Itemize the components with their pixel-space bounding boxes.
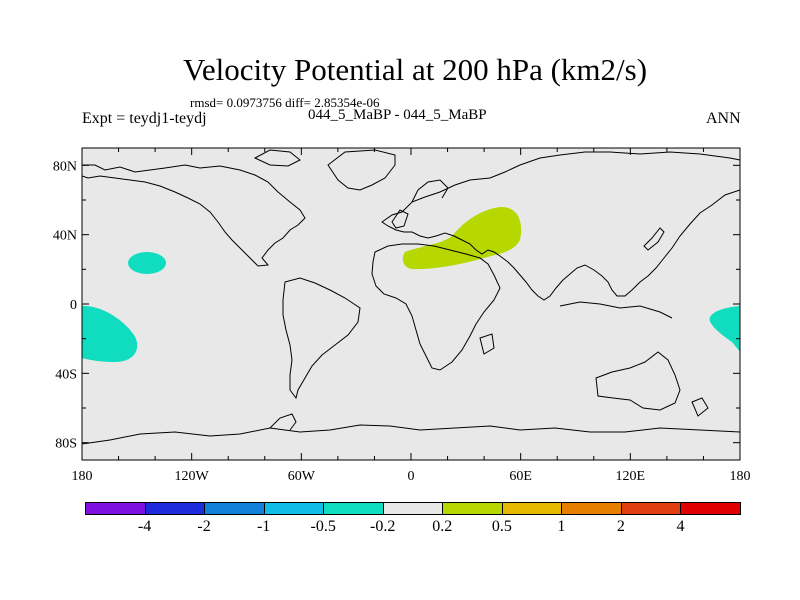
y-tick-label: 0 — [70, 298, 77, 313]
y-tick-label: 80N — [53, 159, 77, 174]
colorbar-swatch — [204, 502, 265, 515]
season-label: ANN — [706, 110, 741, 127]
x-tick-label: 60E — [509, 469, 532, 484]
colorbar-swatch — [144, 502, 206, 515]
colorbar-label: 0.5 — [491, 518, 512, 535]
coast-japan — [643, 227, 665, 251]
y-tick-label: 40N — [53, 229, 77, 244]
colorbar-swatch — [620, 502, 682, 515]
y-tick-label: 80S — [55, 437, 77, 452]
x-tick-label: 120E — [616, 469, 646, 484]
colorbar-label: 4 — [676, 518, 685, 535]
middle-east-positive — [402, 206, 522, 270]
x-tick-label: 180 — [730, 469, 751, 484]
south-pacific-negative-east — [709, 306, 740, 352]
coast-scandinavia — [411, 179, 449, 203]
colorbar-label: -0.5 — [310, 518, 336, 535]
colorbar-swatch — [263, 502, 325, 515]
coast-south-america — [282, 277, 361, 400]
colorbar-label: -2 — [197, 518, 211, 535]
rmsd-diff-stats: rmsd= 0.0973756 diff= 2.85354e-06 — [190, 95, 380, 110]
colorbar-swatch — [382, 502, 444, 515]
anomaly-fields — [82, 206, 740, 362]
south-pacific-negative-west — [82, 305, 138, 362]
coast-british-isles — [391, 209, 409, 229]
colorbar-label: 0.2 — [432, 518, 453, 535]
colorbar-label: -1 — [256, 518, 271, 535]
colorbar-label: 1 — [557, 518, 566, 535]
colorbar-swatch — [85, 502, 146, 515]
x-tick-label: 60W — [288, 469, 316, 484]
colorbar-swatch — [442, 502, 503, 515]
colorbar-swatch — [680, 502, 741, 515]
chart-title: Velocity Potential at 200 hPa (km2/s) — [182, 52, 648, 87]
coast-antarctic-peninsula — [269, 413, 297, 431]
coast-antarctica — [82, 424, 740, 445]
central-pacific-negative — [128, 252, 166, 274]
colorbar-label: -0.2 — [370, 518, 396, 535]
coast-eurasia — [381, 151, 740, 301]
coast-australia — [595, 351, 681, 411]
coast-new-zealand — [691, 397, 709, 417]
experiment-label: Expt = teydj1-teydj — [82, 110, 207, 127]
coast-arctic-islands — [253, 149, 301, 167]
coast-north-america — [82, 164, 306, 267]
case-names-label: 044_5_MaBP - 044_5_MaBP — [308, 107, 487, 123]
colorbar-swatch — [561, 502, 622, 515]
colorbar-label: 2 — [616, 518, 625, 535]
x-tick-label: 120W — [175, 469, 210, 484]
coast-madagascar — [479, 333, 495, 355]
y-tick-label: 40S — [55, 367, 77, 382]
x-tick-label: 180 — [72, 469, 93, 484]
axis-ticks: 180 120W 60W 0 60E 120E 180 80N 40N 0 40S 80S — [53, 148, 751, 484]
x-tick-label: 0 — [408, 469, 415, 484]
coast-indonesia — [559, 301, 673, 319]
colorbar-swatch — [501, 502, 563, 515]
coast-greenland — [327, 149, 396, 191]
colorbar-label: -4 — [137, 518, 152, 535]
coastlines — [82, 149, 740, 445]
colorbar-swatch — [323, 502, 384, 515]
coast-africa — [371, 243, 501, 371]
